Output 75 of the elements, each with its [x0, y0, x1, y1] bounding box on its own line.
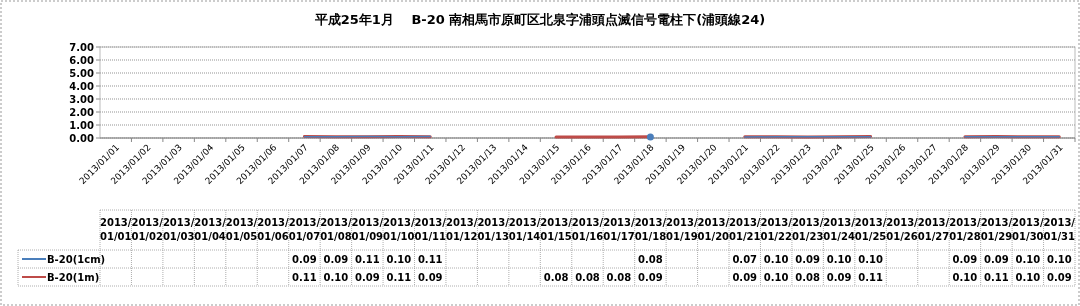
y-tick-label: 1.00	[69, 120, 95, 131]
data-label: 0.08	[575, 272, 600, 283]
category-label: 2013/01/04	[194, 217, 226, 242]
data-label: 0.08	[638, 254, 663, 265]
data-label: 0.09	[417, 272, 443, 283]
data-label: 0.09	[638, 272, 663, 283]
y-tick-label: 0.00	[69, 133, 95, 144]
category-label: 2013/01/14	[508, 217, 541, 242]
data-label: 0.09	[323, 254, 349, 265]
category-label: 2013/01/03	[162, 217, 195, 242]
data-label: 0.10	[826, 254, 852, 265]
data-label: 0.09	[826, 272, 852, 283]
y-tick-label: 3.00	[69, 94, 95, 105]
data-label: 0.10	[1015, 272, 1041, 283]
category-label: 2013/01/11	[414, 217, 446, 242]
category-label: 2013/01/05	[225, 217, 258, 242]
category-label: 2013/01/16	[571, 217, 604, 242]
data-label: 0.11	[386, 272, 412, 283]
data-label: 0.11	[858, 272, 883, 283]
y-tick-label: 4.00	[69, 81, 95, 92]
category-label: 2013/01/19	[666, 217, 698, 242]
data-label: 0.11	[354, 254, 380, 265]
data-label: 0.10	[858, 254, 883, 265]
data-label: 0.08	[606, 272, 632, 283]
category-label: 2013/01/02	[131, 217, 163, 242]
category-label: 2013/01/24	[823, 217, 855, 242]
category-label: 2013/01/31	[1043, 217, 1076, 242]
category-label: 2013/01/25	[854, 217, 887, 242]
category-label: 2013/01/15	[540, 217, 572, 242]
data-label: 0.07	[732, 254, 758, 265]
data-label: 0.10	[1015, 254, 1041, 265]
data-label: 0.10	[1046, 254, 1072, 265]
category-label: 2013/01/06	[257, 217, 289, 242]
data-label: 0.09	[1046, 272, 1072, 283]
data-label: 0.09	[354, 272, 380, 283]
category-label: 2013/01/29	[980, 217, 1013, 242]
data-label: 0.09	[732, 272, 758, 283]
category-label: 2013/01/22	[760, 217, 792, 242]
category-label: 2013/01/27	[917, 217, 950, 242]
y-tick-label: 6.00	[69, 55, 95, 66]
y-tick-label: 2.00	[69, 107, 95, 118]
category-label: 2013/01/18	[634, 217, 667, 242]
y-tick-label: 5.00	[69, 68, 95, 79]
data-label: 0.10	[763, 272, 789, 283]
data-label: 0.11	[984, 272, 1009, 283]
category-label: 2013/01/30	[1012, 217, 1044, 242]
category-label: 2013/01/12	[445, 217, 478, 242]
data-label: 0.10	[323, 272, 349, 283]
data-label: 0.11	[292, 272, 317, 283]
category-label: 2013/01/21	[729, 217, 761, 242]
data-label: 0.08	[543, 272, 569, 283]
category-label: 2013/01/28	[949, 217, 981, 242]
category-label: 2013/01/09	[351, 217, 384, 242]
category-label: 2013/01/13	[477, 217, 509, 242]
category-label: 2013/01/23	[791, 217, 824, 242]
category-label: 2013/01/10	[383, 217, 415, 242]
data-label: 0.10	[952, 272, 978, 283]
data-label: 0.10	[763, 254, 789, 265]
y-tick-label: 7.00	[69, 42, 95, 53]
legend-label: B-20(1m)	[47, 272, 100, 283]
data-label: 0.10	[386, 254, 412, 265]
data-label: 0.09	[984, 254, 1009, 265]
category-label: 2013/01/20	[697, 217, 730, 242]
category-label: 2013/01/08	[320, 217, 352, 242]
category-label: 2013/01/26	[886, 217, 918, 242]
data-label: 0.08	[795, 272, 821, 283]
category-label: 2013/01/17	[603, 217, 635, 242]
legend-label: B-20(1cm)	[47, 254, 106, 265]
data-label: 0.09	[292, 254, 317, 265]
data-label: 0.09	[952, 254, 978, 265]
category-label: 2013/01/07	[288, 217, 321, 242]
chart-title: 平成25年1月 B-20 南相馬市原町区北泉字浦頭点滅信号電柱下(浦頭線24)	[313, 12, 766, 27]
category-label: 2013/01/01	[99, 217, 132, 242]
data-label: 0.11	[417, 254, 443, 265]
data-label: 0.09	[795, 254, 821, 265]
